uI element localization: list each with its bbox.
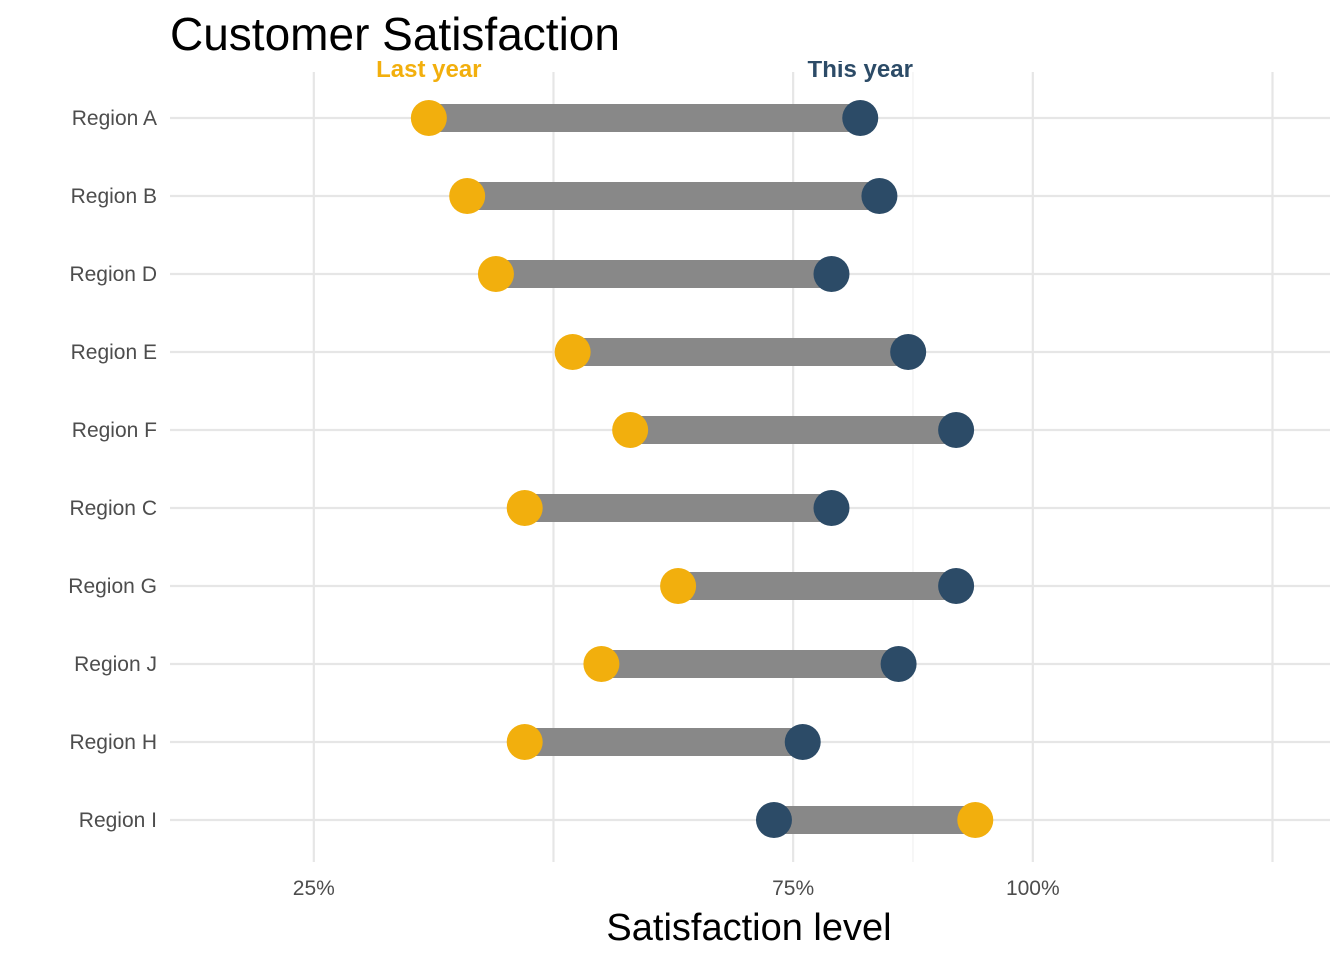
x-tick-label: 25% — [293, 877, 335, 900]
this-year-point — [938, 568, 975, 604]
y-category-label: Region H — [69, 731, 157, 754]
this-year-point — [890, 334, 927, 370]
y-category-label: Region E — [71, 341, 157, 364]
series-label: This year — [808, 56, 913, 83]
x-tick-label: 100% — [1006, 877, 1060, 900]
this-year-point — [880, 646, 917, 682]
this-year-point — [813, 490, 850, 526]
y-category-label: Region J — [74, 653, 157, 676]
last-year-point — [410, 100, 447, 136]
series-labels: Last year This year — [376, 56, 913, 83]
points — [410, 100, 994, 838]
x-axis-title: Satisfaction level — [606, 907, 891, 949]
y-category-label: Region F — [72, 419, 157, 442]
this-year-point — [813, 256, 850, 292]
last-year-point — [660, 568, 697, 604]
this-year-point — [842, 100, 879, 136]
y-category-label: Region B — [71, 185, 157, 208]
last-year-point — [506, 490, 543, 526]
last-year-point — [477, 256, 514, 292]
y-category-label: Region A — [72, 107, 157, 130]
this-year-point — [784, 724, 821, 760]
last-year-point — [554, 334, 591, 370]
series-label: Last year — [376, 56, 481, 83]
this-year-point — [938, 412, 975, 448]
y-category-label: Region C — [69, 497, 157, 520]
x-tick-label: 75% — [772, 877, 814, 900]
last-year-point — [449, 178, 486, 214]
this-year-point — [755, 802, 792, 838]
chart-title: Customer Satisfaction — [170, 8, 620, 60]
labels: 25% 75% 100% Region A Region B Region D Region… — [68, 56, 1060, 900]
last-year-point — [612, 412, 649, 448]
last-year-point — [583, 646, 620, 682]
last-year-point — [506, 724, 543, 760]
last-year-point — [957, 802, 994, 838]
y-category-label: Region I — [79, 809, 157, 832]
y-category-label: Region G — [68, 575, 157, 598]
y-category-label: Region D — [69, 263, 157, 286]
this-year-point — [861, 178, 898, 214]
connectors — [428, 104, 976, 834]
